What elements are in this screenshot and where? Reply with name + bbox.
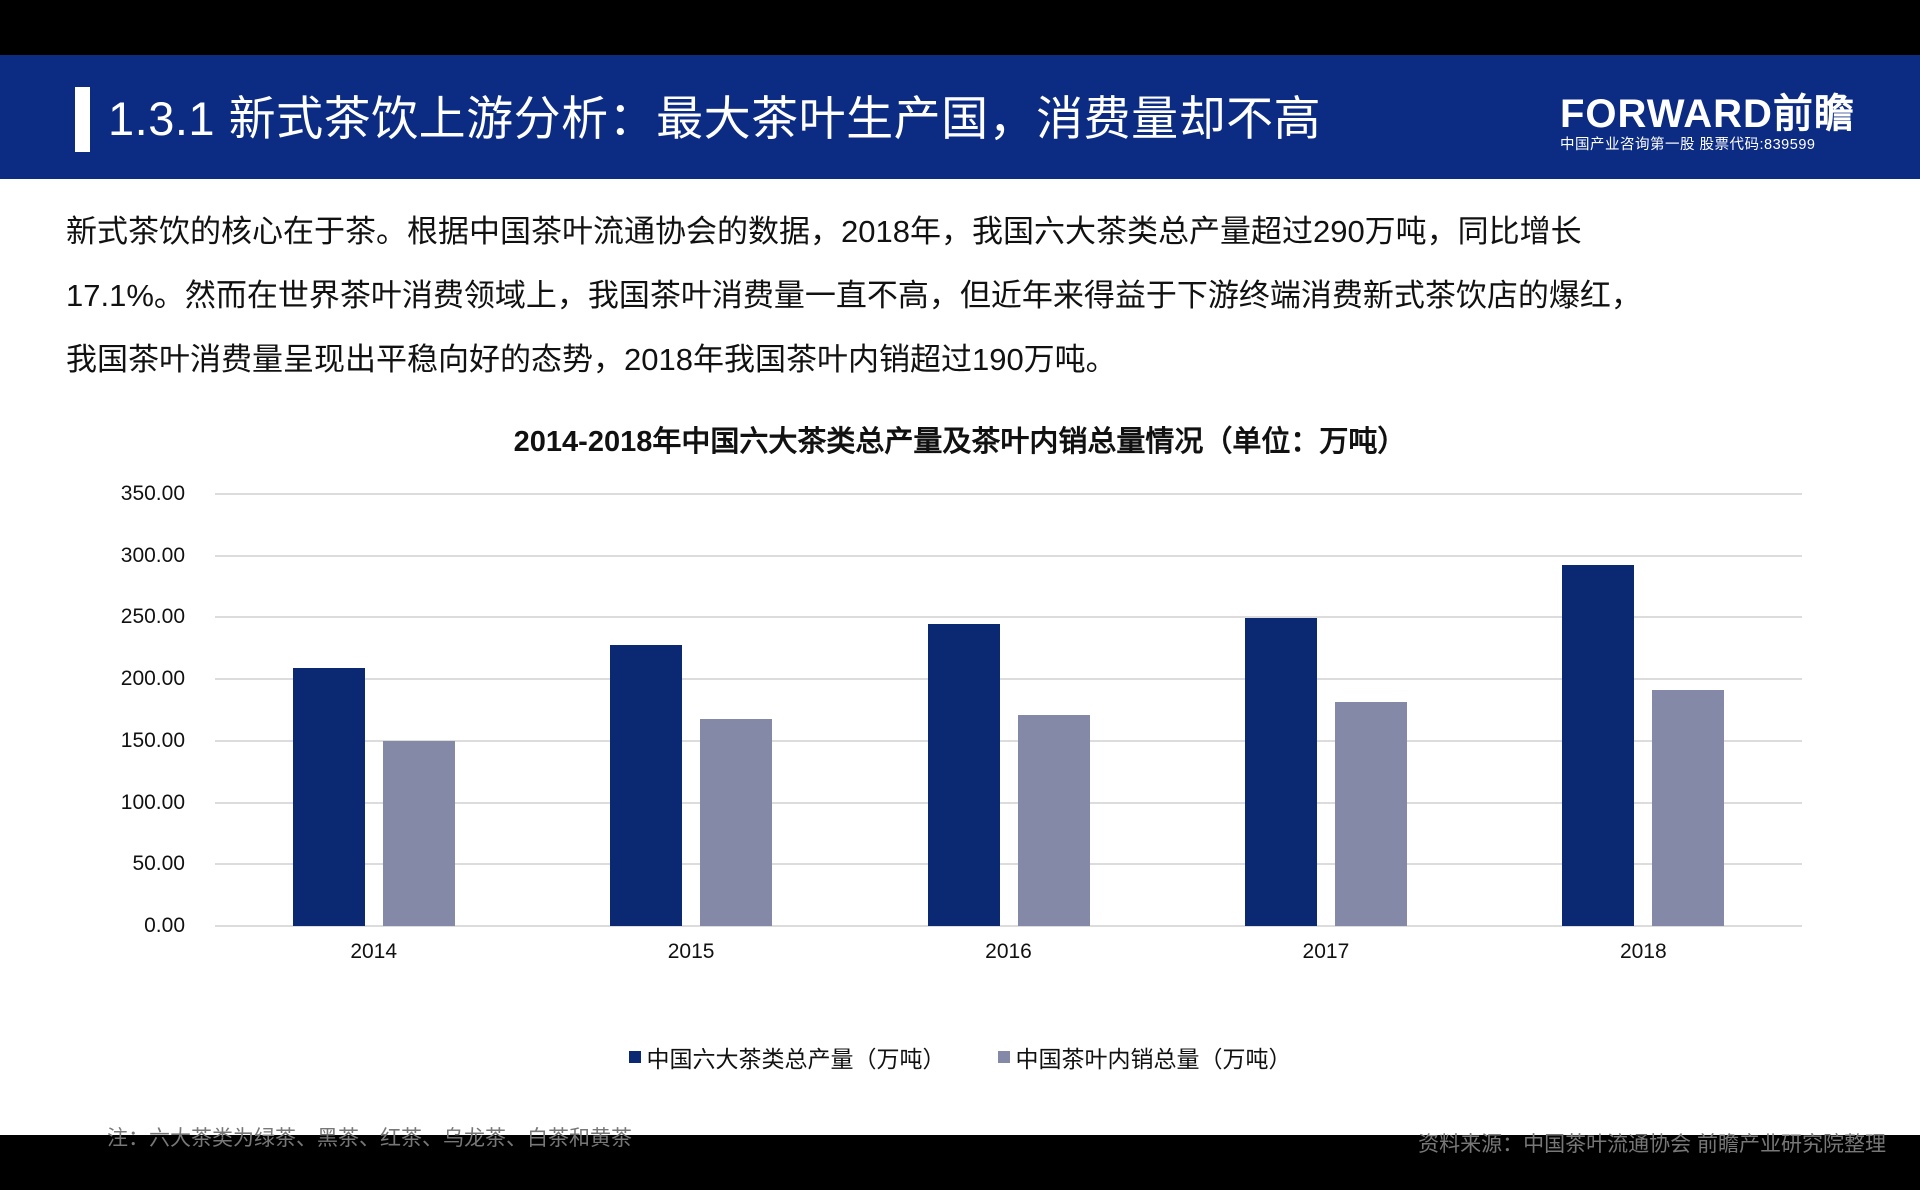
legend-item-domestic: 中国茶叶内销总量（万吨） — [997, 1040, 1292, 1074]
bar-domestic — [382, 740, 455, 926]
slide: 1.3.1 新式茶饮上游分析：最大茶叶生产国，消费量却不高 FORWARD前瞻 … — [0, 55, 1920, 1156]
title-accent-bar — [75, 87, 90, 152]
bar-production — [1562, 565, 1635, 926]
legend-item-production: 中国六大茶类总产量（万吨） — [628, 1040, 946, 1074]
bar-domestic — [1652, 690, 1725, 926]
gridline — [215, 801, 1802, 804]
gridline — [215, 739, 1802, 742]
bar-domestic — [1334, 702, 1407, 926]
y-tick-label: 300.00 — [120, 543, 185, 567]
y-tick-label: 250.00 — [120, 605, 185, 629]
gridline — [215, 863, 1802, 866]
bar-production — [610, 644, 683, 926]
y-tick-label: 100.00 — [120, 790, 185, 814]
gridline — [215, 554, 1802, 557]
y-tick-label: 50.00 — [132, 852, 185, 876]
gridline — [215, 616, 1802, 619]
x-tick-label: 2018 — [1619, 940, 1667, 963]
y-tick-label: 0.00 — [144, 914, 185, 937]
legend-swatch-production — [628, 1051, 641, 1063]
x-tick-label: 2015 — [667, 940, 715, 963]
y-tick-label: 350.00 — [120, 482, 185, 505]
page-title: 1.3.1 新式茶饮上游分析：最大茶叶生产国，消费量却不高 — [108, 92, 1322, 145]
intro-line: 我国茶叶消费量呈现出平稳向好的态势，2018年我国茶叶内销超过190万吨。 — [66, 342, 1117, 377]
y-tick-label: 150.00 — [120, 728, 185, 752]
plot-area — [215, 493, 1802, 927]
legend-label: 中国六大茶类总产量（万吨） — [646, 1046, 946, 1072]
legend-label: 中国茶叶内销总量（万吨） — [1015, 1046, 1292, 1072]
x-tick-label: 2014 — [350, 940, 398, 963]
bar-production — [927, 624, 1000, 926]
y-tick-label: 200.00 — [120, 667, 185, 691]
x-tick-label: 2016 — [985, 940, 1032, 963]
bar-domestic — [700, 719, 773, 926]
gridline — [215, 925, 1802, 927]
forward-logo: FORWARD前瞻 中国产业咨询第一股 股票代码:839599 — [1560, 93, 1860, 155]
legend: 中国六大茶类总产量（万吨） 中国茶叶内销总量（万吨） — [0, 1040, 1920, 1074]
source-citation: 资料来源：中国茶叶流通协会 前瞻产业研究院整理 — [1418, 1133, 1886, 1156]
intro-line: 17.1%。然而在世界茶叶消费领域上，我国茶叶消费量一直不高，但近年来得益于下游… — [66, 278, 1642, 313]
chart-title: 2014-2018年中国六大茶类总产量及茶叶内销总量情况（单位：万吨） — [513, 426, 1407, 458]
header-band: 1.3.1 新式茶饮上游分析：最大茶叶生产国，消费量却不高 FORWARD前瞻 … — [0, 55, 1920, 179]
footnote: 注：六大茶类为绿茶、黑茶、红茶、乌龙茶、白茶和黄茶 — [107, 1127, 632, 1150]
logo-wordmark: FORWARD前瞻 — [1560, 92, 1855, 136]
intro-line: 新式茶饮的核心在于茶。根据中国茶叶流通协会的数据，2018年，我国六大茶类总产量… — [66, 214, 1582, 249]
intro-paragraph: 新式茶饮的核心在于茶。根据中国茶叶流通协会的数据，2018年，我国六大茶类总产量… — [66, 200, 1886, 392]
legend-swatch-domestic — [997, 1051, 1010, 1063]
gridline — [215, 678, 1802, 681]
bar-production — [292, 668, 365, 926]
bar-production — [1244, 617, 1317, 926]
bar-domestic — [1017, 715, 1090, 926]
x-tick-label: 2017 — [1302, 940, 1350, 963]
gridline — [215, 493, 1802, 495]
logo-tagline: 中国产业咨询第一股 股票代码:839599 — [1560, 137, 1816, 153]
